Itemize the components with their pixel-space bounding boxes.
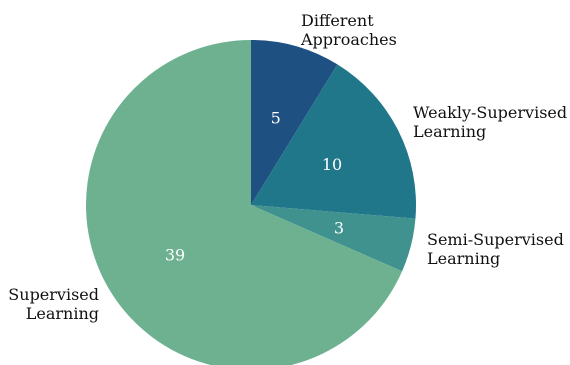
pie-value-label-2: 10 xyxy=(322,155,342,174)
pie-slice-2 xyxy=(251,64,417,219)
pie-value-labels: 5 10 3 39 xyxy=(165,109,344,265)
pie-slice-4 xyxy=(86,40,403,365)
pie-category-label-4: Supervised Learning xyxy=(8,285,99,323)
pie-value-label-1: 5 xyxy=(271,109,281,128)
pie-slice-1 xyxy=(251,40,338,205)
pie-value-label-4: 39 xyxy=(165,246,185,265)
pie-category-label-1: Different Approaches xyxy=(300,11,397,49)
pie-category-label-2: Weakly-Supervised Learning xyxy=(413,103,567,141)
pie-slices xyxy=(86,40,417,365)
pie-category-labels: Different Approaches Weakly-Supervised Lear… xyxy=(8,11,567,323)
pie-slice-3 xyxy=(251,205,416,272)
pie-value-label-3: 3 xyxy=(334,218,344,237)
pie-category-label-3: Semi-Supervised Learning xyxy=(427,230,564,268)
